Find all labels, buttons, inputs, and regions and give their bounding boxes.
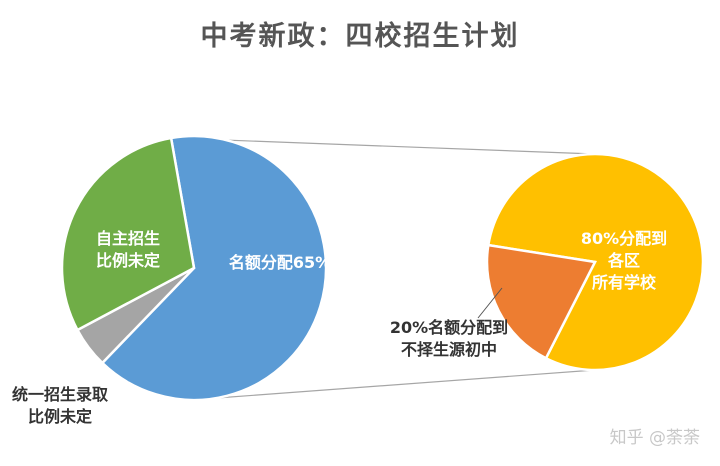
connector-line-top — [171, 137, 596, 155]
connector-line-bottom — [216, 369, 596, 399]
label-unified-enrollment: 统一招生录取比例未定 — [12, 385, 108, 426]
chart-title: 中考新政：四校招生计划 — [200, 21, 520, 52]
leader-line — [477, 287, 503, 319]
slice-quota-allocation — [100, 134, 328, 402]
watermark-text: 知乎 @荼荼 — [610, 428, 700, 448]
label-quota-allocation: 名额分配65% — [229, 253, 331, 272]
label-district-schools: 80%分配到各区所有学校 — [581, 229, 667, 292]
slice-independent-enrollment — [60, 136, 196, 332]
label-no-choice-schools: 20%名额分配到不择生源初中 — [390, 318, 508, 359]
label-independent-enrollment: 自主招生比例未定 — [96, 229, 160, 270]
slice-no-choice-schools — [485, 243, 597, 360]
